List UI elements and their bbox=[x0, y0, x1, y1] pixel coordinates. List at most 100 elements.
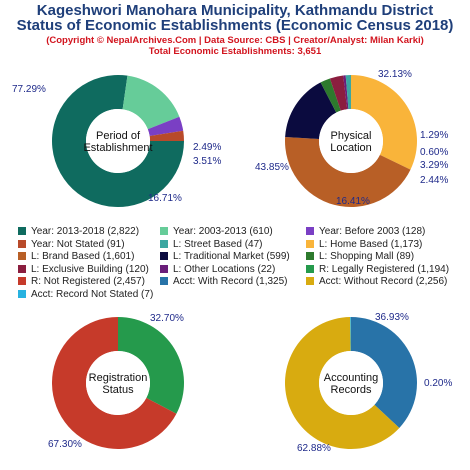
legend-label: Year: 2003-2013 (610) bbox=[173, 226, 273, 237]
legend-label: L: Brand Based (1,601) bbox=[31, 251, 135, 263]
donut-center-label: Location bbox=[330, 142, 372, 154]
legend-swatch bbox=[160, 264, 168, 273]
legend-swatch bbox=[18, 264, 26, 273]
legend-item: L: Home Based (1,173) bbox=[306, 239, 422, 251]
percent-label: 32.13% bbox=[378, 69, 412, 80]
percent-label: 0.60% bbox=[420, 147, 448, 158]
legend-item: Acct: Record Not Stated (7) bbox=[18, 289, 153, 301]
donut-slice bbox=[351, 75, 417, 170]
credit-line: (Copyright © NepalArchives.Com | Data So… bbox=[46, 35, 424, 46]
donut-slice bbox=[285, 82, 337, 140]
percent-label: 62.88% bbox=[297, 443, 331, 454]
donut-slice bbox=[345, 75, 351, 110]
legend-item: L: Street Based (47) bbox=[160, 239, 263, 251]
legend-label: Year: Not Stated (91) bbox=[31, 238, 125, 250]
donut-hole bbox=[86, 109, 150, 173]
donut-slice bbox=[122, 75, 180, 130]
donut-hole bbox=[86, 351, 150, 415]
percent-label: 16.71% bbox=[148, 193, 182, 204]
donut-slice bbox=[285, 136, 411, 208]
legend-label: L: Exclusive Building (120) bbox=[31, 263, 149, 275]
donut-center-label: Accounting bbox=[324, 372, 378, 384]
percent-label: 43.85% bbox=[255, 162, 289, 173]
legend-label: Acct: Record Not Stated (7) bbox=[31, 289, 154, 300]
legend-swatch bbox=[18, 227, 26, 235]
percent-label: 36.93% bbox=[375, 312, 409, 323]
legend-swatch bbox=[160, 239, 168, 248]
percent-label: 2.49% bbox=[193, 142, 221, 153]
legend-label: L: Street Based (47) bbox=[173, 238, 263, 250]
percent-label: 1.29% bbox=[420, 130, 448, 141]
donut-slice bbox=[351, 317, 417, 428]
donut-center-label: Registration bbox=[89, 372, 148, 384]
percent-label: 32.70% bbox=[150, 313, 184, 324]
donut-hole bbox=[319, 109, 383, 173]
legend-label: Acct: Without Record (2,256) bbox=[319, 276, 448, 288]
legend-item: R: Legally Registered (1,194) bbox=[306, 264, 449, 276]
percent-label: 0.20% bbox=[424, 378, 452, 389]
legend-label: L: Traditional Market (599) bbox=[173, 251, 290, 263]
donut-slice bbox=[51, 317, 177, 450]
percent-label: 16.41% bbox=[336, 196, 370, 207]
donut-center-label: Status bbox=[102, 384, 134, 396]
legend-swatch bbox=[18, 239, 26, 248]
legend-label: R: Legally Registered (1,194) bbox=[319, 263, 450, 275]
donut-center-label: Period of bbox=[96, 130, 141, 142]
legend-label: Year: 2013-2018 (2,822) bbox=[31, 226, 140, 237]
legend-swatch bbox=[18, 252, 26, 261]
chart-title-line-1: Kageshwori Manohara Municipality, Kathma… bbox=[36, 2, 434, 19]
legend-label: Acct: With Record (1,325) bbox=[173, 276, 288, 288]
legend-swatch bbox=[160, 277, 168, 286]
legend-swatch bbox=[306, 227, 314, 235]
legend-label: L: Shopping Mall (89) bbox=[319, 251, 415, 263]
percent-label: 3.51% bbox=[193, 156, 221, 167]
legend-item: Year: 2003-2013 (610) bbox=[160, 226, 273, 238]
percent-label: 67.30% bbox=[48, 439, 82, 450]
donut-slice bbox=[343, 75, 349, 110]
legend-item: R: Not Registered (2,457) bbox=[18, 276, 145, 288]
legend-item: Year: 2013-2018 (2,822) bbox=[18, 226, 139, 238]
legend-item: L: Other Locations (22) bbox=[160, 264, 275, 276]
percent-label: 3.29% bbox=[420, 160, 448, 171]
legend-item: Acct: Without Record (2,256) bbox=[306, 276, 447, 288]
donut-slice bbox=[350, 317, 351, 352]
donut-center-label: Establishment bbox=[83, 142, 152, 154]
donut-slice bbox=[52, 74, 184, 207]
chart-title-line-2: Status of Economic Establishments (Econo… bbox=[16, 17, 454, 34]
legend-swatch bbox=[18, 290, 26, 298]
donut-slice bbox=[329, 75, 348, 111]
legend-label: R: Not Registered (2,457) bbox=[31, 276, 145, 288]
donut-center-label: Records bbox=[331, 384, 372, 396]
donut-slice bbox=[149, 130, 184, 141]
legend-item: L: Shopping Mall (89) bbox=[306, 251, 414, 263]
legend-item: Year: Not Stated (91) bbox=[18, 239, 125, 251]
donut-slice bbox=[320, 78, 341, 113]
legend-swatch bbox=[160, 252, 168, 261]
donut-slice bbox=[118, 317, 185, 414]
percent-label: 2.44% bbox=[420, 175, 448, 186]
legend-label: Year: Before 2003 (128) bbox=[319, 226, 426, 237]
legend-swatch bbox=[306, 239, 314, 248]
legend-item: L: Brand Based (1,601) bbox=[18, 251, 134, 263]
legend-swatch bbox=[306, 264, 314, 273]
legend-item: L: Traditional Market (599) bbox=[160, 251, 290, 263]
donut-slice bbox=[285, 317, 400, 449]
legend-swatch bbox=[160, 227, 168, 235]
legend-swatch bbox=[306, 277, 314, 286]
legend-swatch bbox=[306, 252, 314, 261]
percent-label: 77.29% bbox=[12, 84, 46, 95]
legend-label: L: Home Based (1,173) bbox=[319, 238, 423, 250]
legend-item: Acct: With Record (1,325) bbox=[160, 276, 287, 288]
legend-item: Year: Before 2003 (128) bbox=[306, 226, 425, 238]
total-establishments: Total Economic Establishments: 3,651 bbox=[148, 46, 322, 57]
donut-hole bbox=[319, 351, 383, 415]
legend-label: L: Other Locations (22) bbox=[173, 263, 276, 275]
legend-item: L: Exclusive Building (120) bbox=[18, 264, 149, 276]
donut-slice bbox=[147, 116, 184, 137]
donut-center-label: Physical bbox=[331, 130, 372, 142]
